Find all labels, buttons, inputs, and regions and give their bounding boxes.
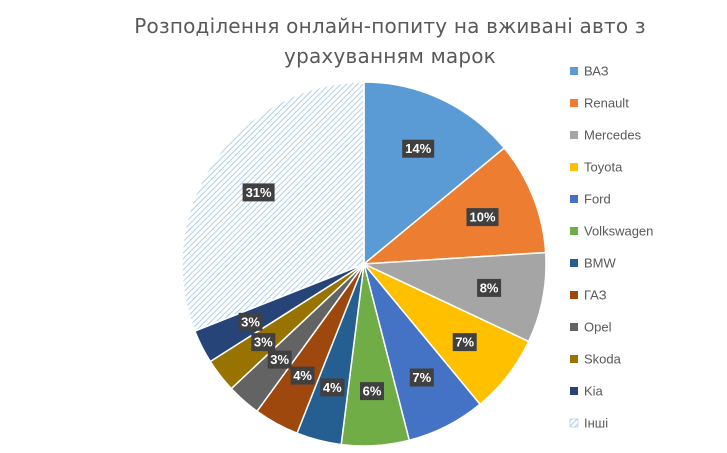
chart-title-line-2: урахуванням марок bbox=[284, 44, 496, 68]
legend-swatch bbox=[570, 259, 578, 267]
legend-item-item-12: Інші bbox=[569, 416, 608, 431]
data-label-text: 7% bbox=[455, 335, 474, 350]
pie-slice-item-12 bbox=[181, 81, 365, 332]
legend-item-skoda: Skoda bbox=[570, 352, 622, 367]
data-label-box bbox=[452, 333, 477, 352]
legend-swatch bbox=[569, 418, 579, 428]
legend-swatch bbox=[570, 131, 578, 139]
data-label-box bbox=[477, 278, 502, 297]
legend-label: ВАЗ bbox=[584, 64, 609, 79]
legend-label: BMW bbox=[584, 256, 617, 271]
legend-swatch bbox=[570, 67, 578, 75]
legend-item-mercedes: Mercedes bbox=[570, 128, 642, 143]
data-label-box bbox=[267, 350, 292, 369]
data-label-toyota: 7% bbox=[452, 333, 477, 352]
data-label-box bbox=[466, 208, 499, 227]
data-label-text: 3% bbox=[270, 352, 289, 367]
data-label-ford: 7% bbox=[409, 368, 434, 387]
legend-item-renault: Renault bbox=[570, 96, 629, 111]
data-label-box bbox=[251, 333, 276, 352]
legend-label: Skoda bbox=[584, 352, 622, 367]
legend-item-kia: Kia bbox=[570, 384, 604, 399]
pie-slice-renault bbox=[361, 146, 547, 265]
data-label-text: 10% bbox=[469, 210, 495, 225]
legend-swatch bbox=[570, 387, 578, 395]
data-label-item-1: 14% bbox=[402, 139, 435, 158]
data-label-box bbox=[242, 183, 275, 202]
legend-swatch bbox=[570, 99, 578, 107]
pie-slice-mercedes bbox=[363, 251, 547, 343]
data-label-box bbox=[402, 139, 435, 158]
data-label-box bbox=[238, 312, 263, 331]
data-label-text: 7% bbox=[412, 370, 431, 385]
data-label-text: 4% bbox=[323, 380, 342, 395]
data-label-text: 8% bbox=[480, 280, 499, 295]
data-label-box bbox=[290, 366, 315, 385]
legend-label: Volkswagen bbox=[584, 224, 653, 239]
legend-item-ford: Ford bbox=[570, 192, 611, 207]
legend-item-bmw: BMW bbox=[570, 256, 617, 271]
data-labels: 14% 10% 8% 7% 7% 6% 4% 4% 3% 3% 3% 31% bbox=[238, 139, 502, 401]
legend-item-volkswagen: Volkswagen bbox=[570, 224, 653, 239]
data-label-skoda: 3% bbox=[251, 333, 276, 352]
legend-swatch bbox=[570, 195, 578, 203]
data-label-text: 31% bbox=[246, 185, 272, 200]
legend-swatch bbox=[570, 163, 578, 171]
data-label-bmw: 4% bbox=[320, 378, 345, 397]
chart-title-line-1: Розподілення онлайн-попиту на вживані ав… bbox=[134, 14, 645, 38]
legend-label: ГАЗ bbox=[584, 288, 607, 303]
legend-item-item-8: ГАЗ bbox=[570, 288, 607, 303]
data-label-text: 14% bbox=[405, 141, 431, 156]
legend-item-toyota: Toyota bbox=[570, 160, 623, 175]
legend-swatch bbox=[570, 291, 578, 299]
legend-label: Інші bbox=[584, 416, 608, 431]
data-label-text: 3% bbox=[241, 314, 260, 329]
legend-label: Opel bbox=[584, 320, 612, 335]
legend-swatch bbox=[570, 227, 578, 235]
data-label-text: 3% bbox=[254, 335, 273, 350]
chart-title: Розподілення онлайн-попиту на вживані ав… bbox=[134, 14, 645, 68]
data-label-box bbox=[360, 382, 384, 401]
legend-item-item-1: ВАЗ bbox=[570, 64, 609, 79]
legend-swatch bbox=[570, 323, 578, 331]
legend-label: Toyota bbox=[584, 160, 623, 175]
legend-label: Renault bbox=[584, 96, 629, 111]
pie-slice-item-1 bbox=[363, 81, 506, 266]
legend-item-opel: Opel bbox=[570, 320, 612, 335]
data-label-text: 4% bbox=[293, 368, 312, 383]
legend-swatch bbox=[570, 355, 578, 363]
data-label-opel: 3% bbox=[267, 350, 292, 369]
legend-label: Ford bbox=[584, 192, 611, 207]
data-label-item-12: 31% bbox=[242, 183, 275, 202]
data-label-text: 6% bbox=[363, 384, 382, 399]
data-label-item-8: 4% bbox=[290, 366, 315, 385]
data-label-kia: 3% bbox=[238, 312, 263, 331]
data-label-renault: 10% bbox=[466, 208, 499, 227]
legend-label: Mercedes bbox=[584, 128, 642, 143]
data-label-volkswagen: 6% bbox=[360, 382, 384, 401]
pie-slices bbox=[181, 81, 547, 447]
legend: ВАЗ Renault Mercedes Toyota Ford Volkswagen BM… bbox=[569, 64, 653, 431]
data-label-box bbox=[320, 378, 345, 397]
data-label-mercedes: 8% bbox=[477, 278, 502, 297]
legend-label: Kia bbox=[584, 384, 604, 399]
data-label-box bbox=[409, 368, 434, 387]
